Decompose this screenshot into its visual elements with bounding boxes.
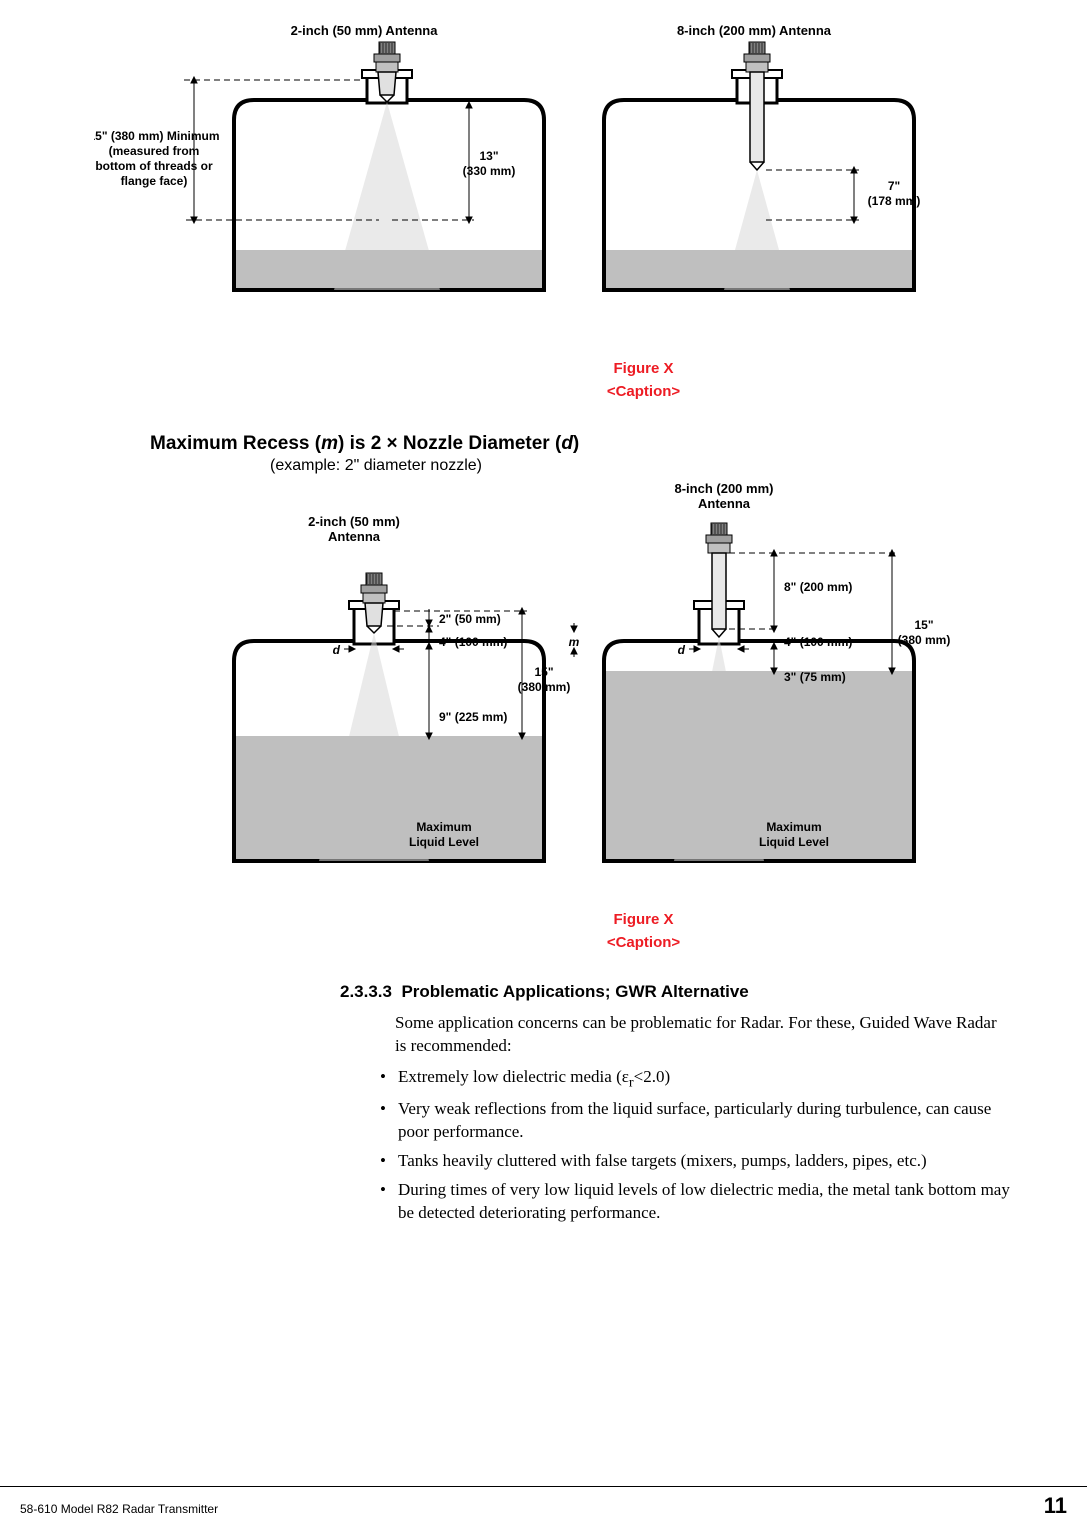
svg-text:flange face): flange face) <box>120 174 187 188</box>
figure-2-caption: Figure X <Caption> <box>294 909 994 954</box>
svg-text:9" (225 mm): 9" (225 mm) <box>439 710 507 724</box>
bullet-1: Extremely low dielectric media (εr<2.0) <box>380 1066 1017 1093</box>
footer-page: 11 <box>1044 1493 1067 1519</box>
svg-text:8-inch (200 mm): 8-inch (200 mm) <box>674 481 773 496</box>
svg-text:(178 mm): (178 mm) <box>867 194 920 208</box>
figure-2: Maximum Liquid Level d <box>94 481 994 954</box>
page-footer: 58-610 Model R82 Radar Transmitter 11 <box>0 1486 1087 1519</box>
bullet-3: Tanks heavily cluttered with false targe… <box>380 1150 1017 1173</box>
svg-text:Maximum: Maximum <box>766 820 821 834</box>
figure-1-caption: Figure X <Caption> <box>294 358 994 403</box>
svg-text:7": 7" <box>887 179 899 193</box>
svg-text:15" (380 mm) Minimum: 15" (380 mm) Minimum <box>94 129 220 143</box>
svg-text:(380 mm): (380 mm) <box>517 680 570 694</box>
svg-text:3" (75 mm): 3" (75 mm) <box>784 670 846 684</box>
svg-text:m: m <box>568 635 579 649</box>
fig1-left-title: 2-inch (50 mm) Antenna <box>290 23 438 38</box>
recess-rule: Maximum Recess (m) is 2 × Nozzle Diamete… <box>150 433 1047 455</box>
svg-text:Antenna: Antenna <box>698 496 751 511</box>
fig1-right-title: 8-inch (200 mm) Antenna <box>676 23 831 38</box>
svg-text:15": 15" <box>534 665 553 679</box>
svg-text:4" (100 mm): 4" (100 mm) <box>784 635 852 649</box>
svg-text:2" (50 mm): 2" (50 mm) <box>439 612 501 626</box>
section-heading: 2.3.3.3 Problematic Applications; GWR Al… <box>340 982 1047 1002</box>
svg-text:15": 15" <box>914 618 933 632</box>
svg-text:2-inch (50 mm): 2-inch (50 mm) <box>308 514 400 529</box>
figure-1: 2-inch (50 mm) Antenna 8-inch (200 mm) A… <box>94 20 994 403</box>
svg-text:8" (200 mm): 8" (200 mm) <box>784 580 852 594</box>
svg-text:Maximum: Maximum <box>416 820 471 834</box>
svg-text:13": 13" <box>479 149 498 163</box>
svg-text:4" (100 mm): 4" (100 mm) <box>439 635 507 649</box>
svg-text:(380 mm): (380 mm) <box>897 633 950 647</box>
svg-text:(330 mm): (330 mm) <box>462 164 515 178</box>
svg-text:bottom of threads or: bottom of threads or <box>95 159 213 173</box>
svg-text:d: d <box>332 643 340 657</box>
recess-example: (example: 2" diameter nozzle) <box>270 457 1047 475</box>
svg-text:Liquid Level: Liquid Level <box>758 835 828 849</box>
svg-text:(measured from: (measured from <box>108 144 199 158</box>
svg-text:Liquid Level: Liquid Level <box>408 835 478 849</box>
section-intro: Some application concerns can be problem… <box>395 1012 1007 1058</box>
bullet-4: During times of very low liquid levels o… <box>380 1179 1017 1225</box>
svg-text:d: d <box>677 643 685 657</box>
bullet-2: Very weak reflections from the liquid su… <box>380 1098 1017 1144</box>
svg-text:Antenna: Antenna <box>328 529 381 544</box>
footer-doc: 58-610 Model R82 Radar Transmitter <box>20 1502 218 1516</box>
bullet-list: Extremely low dielectric media (εr<2.0) … <box>380 1066 1017 1225</box>
